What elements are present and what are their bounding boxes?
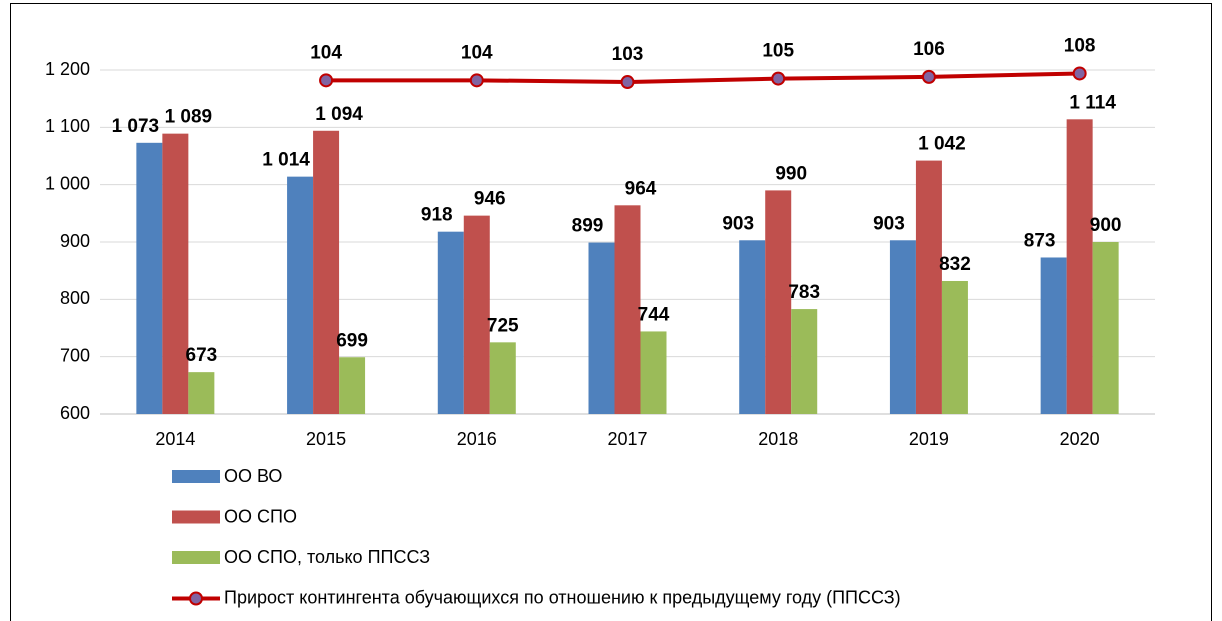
bar bbox=[614, 205, 641, 414]
bar bbox=[287, 176, 314, 414]
data-label: 104 bbox=[461, 42, 493, 63]
data-label: 105 bbox=[762, 41, 794, 62]
bar bbox=[739, 240, 766, 414]
y-tick-label: 600 bbox=[60, 403, 90, 423]
data-label: 103 bbox=[612, 44, 644, 65]
bar bbox=[791, 309, 818, 414]
data-label: 106 bbox=[913, 39, 945, 60]
y-tick-label: 1 100 bbox=[45, 116, 90, 136]
data-label: 699 bbox=[336, 330, 368, 351]
y-tick-label: 1 000 bbox=[45, 173, 90, 193]
line-marker bbox=[620, 75, 635, 90]
chart-frame bbox=[10, 3, 1212, 621]
line-marker bbox=[771, 71, 786, 86]
y-tick-label: 800 bbox=[60, 288, 90, 308]
bar bbox=[765, 190, 792, 414]
data-label: 673 bbox=[186, 345, 218, 366]
line-marker bbox=[469, 73, 484, 88]
bar bbox=[1040, 257, 1067, 414]
data-label: 108 bbox=[1064, 35, 1096, 56]
legend-marker bbox=[189, 591, 203, 606]
data-label: 744 bbox=[638, 304, 670, 325]
bar bbox=[1066, 119, 1093, 414]
y-tick-label: 700 bbox=[60, 345, 90, 365]
bar bbox=[313, 130, 340, 415]
line-marker bbox=[319, 73, 334, 88]
x-tick-label: 2020 bbox=[1060, 429, 1100, 449]
data-label: 1 073 bbox=[112, 116, 160, 137]
bar bbox=[136, 142, 163, 414]
bar bbox=[915, 160, 942, 414]
bar bbox=[489, 342, 516, 414]
data-label: 1 114 bbox=[1069, 92, 1116, 113]
data-label: 964 bbox=[625, 178, 657, 199]
legend-swatch bbox=[172, 470, 220, 483]
x-tick-label: 2015 bbox=[306, 429, 346, 449]
y-tick-label: 1 200 bbox=[45, 59, 90, 79]
data-label: 783 bbox=[788, 282, 820, 303]
bar bbox=[588, 242, 615, 414]
line-marker bbox=[921, 69, 936, 84]
legend-label: Прирост контингента обучающихся по отнош… bbox=[224, 587, 901, 607]
data-label: 946 bbox=[474, 189, 506, 210]
data-label: 725 bbox=[487, 315, 519, 336]
legend-swatch bbox=[172, 551, 220, 564]
bar bbox=[188, 372, 215, 414]
bar bbox=[889, 240, 916, 414]
y-tick-label: 900 bbox=[60, 231, 90, 251]
data-label: 873 bbox=[1024, 230, 1056, 251]
legend-label: ОО ВО bbox=[224, 466, 282, 486]
bar bbox=[162, 133, 189, 414]
data-label: 832 bbox=[939, 254, 971, 275]
data-label: 1 094 bbox=[315, 104, 363, 125]
x-tick-label: 2018 bbox=[758, 429, 798, 449]
data-label: 1 042 bbox=[918, 134, 966, 155]
x-tick-label: 2017 bbox=[607, 429, 647, 449]
data-label: 900 bbox=[1090, 215, 1122, 236]
data-label: 903 bbox=[873, 213, 905, 234]
bar bbox=[339, 357, 366, 414]
line bbox=[326, 71, 1080, 85]
bar bbox=[463, 215, 490, 414]
legend-swatch bbox=[172, 510, 220, 524]
data-label: 104 bbox=[310, 42, 342, 63]
x-tick-label: 2016 bbox=[457, 429, 497, 449]
bar bbox=[437, 231, 464, 414]
x-tick-label: 2014 bbox=[155, 429, 195, 449]
data-label: 1 014 bbox=[262, 150, 310, 171]
legend-label: ОО СПО, только ППССЗ bbox=[224, 547, 430, 567]
data-label: 903 bbox=[722, 213, 754, 234]
bar bbox=[941, 280, 968, 414]
data-label: 918 bbox=[421, 205, 453, 226]
data-label: 899 bbox=[572, 216, 604, 237]
data-label: 1 089 bbox=[165, 107, 213, 128]
line-marker bbox=[1072, 66, 1087, 81]
bar bbox=[1092, 242, 1119, 414]
legend-label: ОО СПО bbox=[224, 506, 297, 526]
bar bbox=[640, 331, 667, 414]
x-tick-label: 2019 bbox=[909, 429, 949, 449]
data-label: 990 bbox=[775, 163, 807, 184]
